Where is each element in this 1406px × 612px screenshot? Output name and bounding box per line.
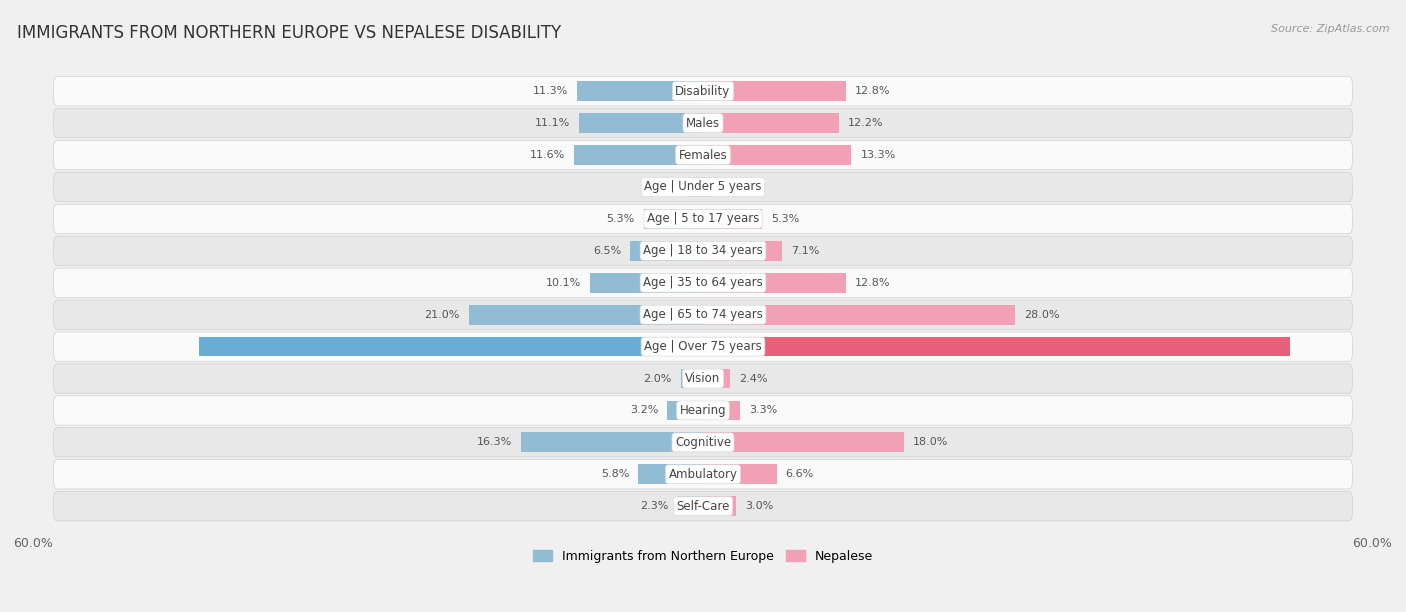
Text: 5.3%: 5.3% [770,214,800,224]
Text: 3.0%: 3.0% [745,501,773,511]
FancyBboxPatch shape [53,364,1353,393]
Text: Age | 18 to 34 years: Age | 18 to 34 years [643,244,763,257]
Text: Hearing: Hearing [679,404,727,417]
Text: 28.0%: 28.0% [1025,310,1060,319]
Text: Self-Care: Self-Care [676,500,730,513]
Text: Females: Females [679,149,727,162]
FancyBboxPatch shape [53,491,1353,521]
FancyBboxPatch shape [53,108,1353,138]
Bar [703,145,852,165]
Text: 12.2%: 12.2% [848,118,883,128]
Text: 12.8%: 12.8% [855,86,890,96]
Legend: Immigrants from Northern Europe, Nepalese: Immigrants from Northern Europe, Nepales… [527,545,879,568]
Bar [591,273,703,293]
Text: 11.6%: 11.6% [530,150,565,160]
Bar [522,433,703,452]
Text: 6.5%: 6.5% [593,246,621,256]
Text: 21.0%: 21.0% [425,310,460,319]
Text: 1.3%: 1.3% [651,182,679,192]
Text: Vision: Vision [685,372,721,385]
Bar [703,305,1015,324]
Text: 2.3%: 2.3% [640,501,668,511]
Bar [703,209,762,229]
Text: Cognitive: Cognitive [675,436,731,449]
Text: Age | 5 to 17 years: Age | 5 to 17 years [647,212,759,225]
Bar [574,145,703,165]
Text: 10.1%: 10.1% [546,278,581,288]
FancyBboxPatch shape [53,460,1353,489]
Bar [689,177,703,197]
Text: Age | Under 5 years: Age | Under 5 years [644,181,762,193]
Text: IMMIGRANTS FROM NORTHERN EUROPE VS NEPALESE DISABILITY: IMMIGRANTS FROM NORTHERN EUROPE VS NEPAL… [17,24,561,42]
Bar [703,433,904,452]
Text: 2.0%: 2.0% [644,373,672,384]
Text: Age | 65 to 74 years: Age | 65 to 74 years [643,308,763,321]
Bar [703,368,730,389]
FancyBboxPatch shape [53,236,1353,266]
Text: Age | Over 75 years: Age | Over 75 years [644,340,762,353]
Text: 52.6%: 52.6% [686,341,725,351]
FancyBboxPatch shape [53,300,1353,329]
Bar [638,465,703,484]
FancyBboxPatch shape [53,332,1353,361]
Bar [703,465,776,484]
FancyBboxPatch shape [53,204,1353,234]
FancyBboxPatch shape [53,140,1353,170]
FancyBboxPatch shape [53,268,1353,297]
Bar [703,113,839,133]
FancyBboxPatch shape [53,172,1353,201]
Bar [468,305,703,324]
Bar [576,81,703,101]
FancyBboxPatch shape [53,396,1353,425]
Text: 3.2%: 3.2% [630,405,658,416]
Text: 6.6%: 6.6% [786,469,814,479]
Text: 0.97%: 0.97% [723,182,758,192]
Bar [678,496,703,516]
Text: Age | 35 to 64 years: Age | 35 to 64 years [643,276,763,289]
Text: 16.3%: 16.3% [477,438,512,447]
Bar [703,241,782,261]
Bar [703,337,1289,356]
Text: 5.8%: 5.8% [600,469,630,479]
Text: 5.3%: 5.3% [606,214,636,224]
Text: Males: Males [686,117,720,130]
Text: 18.0%: 18.0% [912,438,948,447]
FancyBboxPatch shape [53,428,1353,457]
Bar [630,241,703,261]
Bar [198,337,703,356]
Text: 45.2%: 45.2% [681,341,720,351]
Text: Disability: Disability [675,84,731,98]
Text: 3.3%: 3.3% [749,405,778,416]
Text: Source: ZipAtlas.com: Source: ZipAtlas.com [1271,24,1389,34]
Bar [703,81,846,101]
Bar [644,209,703,229]
Bar [681,368,703,389]
Text: 13.3%: 13.3% [860,150,896,160]
Bar [703,177,714,197]
Bar [703,400,740,420]
Text: 12.8%: 12.8% [855,278,890,288]
Bar [703,496,737,516]
Text: 7.1%: 7.1% [792,246,820,256]
Text: 11.1%: 11.1% [534,118,571,128]
Bar [579,113,703,133]
FancyBboxPatch shape [53,76,1353,106]
Text: 11.3%: 11.3% [533,86,568,96]
Text: Ambulatory: Ambulatory [668,468,738,481]
Bar [668,400,703,420]
Text: 2.4%: 2.4% [738,373,768,384]
Bar [703,273,846,293]
